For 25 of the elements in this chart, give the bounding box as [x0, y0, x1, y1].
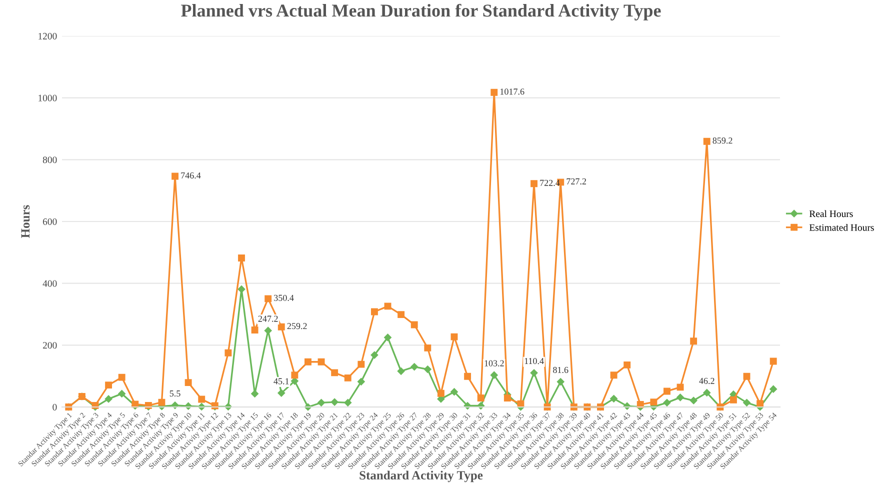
data-label: 45.1	[274, 378, 289, 384]
y-tick-label: 600	[42, 218, 57, 225]
data-label: 350.4	[274, 294, 294, 301]
y-tick-label: 0	[52, 404, 57, 410]
data-label: 247.2	[258, 316, 278, 322]
legend-label: Real Hours	[809, 210, 853, 218]
data-label: 727.2	[566, 178, 586, 184]
y-tick-label: 800	[42, 156, 57, 164]
chart-title: Planned vrs Actual Mean Duration for Standard Activity Type	[181, 4, 661, 20]
data-label: 746.4	[181, 172, 201, 179]
legend-label: Estimated Hours	[809, 224, 874, 231]
data-label: 1017.6	[500, 88, 524, 95]
y-tick-label: 1200	[38, 32, 57, 40]
y-tick-label: 200	[42, 342, 57, 349]
y-axis-title: Hours	[21, 205, 30, 238]
data-label: 5.5	[170, 390, 180, 397]
x-axis-title: Standard Activity Type	[360, 470, 483, 482]
y-tick-label: 1000	[38, 94, 57, 102]
data-label: 81.6	[553, 366, 568, 374]
data-label: 110.4	[524, 358, 544, 364]
data-label: 859.2	[712, 138, 732, 144]
y-tick-label: 400	[42, 280, 57, 287]
data-label: 103.2	[484, 360, 504, 366]
data-label: 46.2	[699, 378, 714, 384]
data-label: 259.2	[287, 323, 307, 330]
